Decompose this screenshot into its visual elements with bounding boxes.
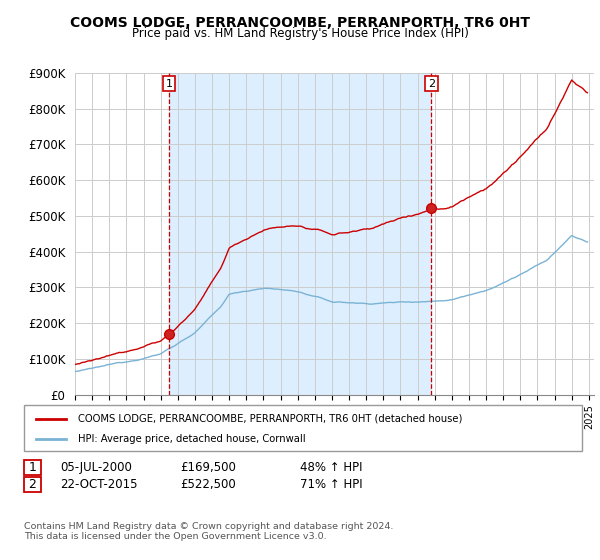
Text: COOMS LODGE, PERRANCOOMBE, PERRANPORTH, TR6 0HT: COOMS LODGE, PERRANCOOMBE, PERRANPORTH, … <box>70 16 530 30</box>
Text: 71% ↑ HPI: 71% ↑ HPI <box>300 478 362 491</box>
Text: £169,500: £169,500 <box>180 461 236 474</box>
Text: 48% ↑ HPI: 48% ↑ HPI <box>300 461 362 474</box>
Text: COOMS LODGE, PERRANCOOMBE, PERRANPORTH, TR6 0HT (detached house): COOMS LODGE, PERRANCOOMBE, PERRANPORTH, … <box>78 414 463 424</box>
Text: This data is licensed under the Open Government Licence v3.0.: This data is licensed under the Open Gov… <box>24 532 326 541</box>
Text: 05-JUL-2000: 05-JUL-2000 <box>60 461 132 474</box>
Text: 1: 1 <box>28 461 37 474</box>
Text: Contains HM Land Registry data © Crown copyright and database right 2024.: Contains HM Land Registry data © Crown c… <box>24 522 394 531</box>
Text: HPI: Average price, detached house, Cornwall: HPI: Average price, detached house, Corn… <box>78 435 305 444</box>
Text: 2: 2 <box>28 478 37 491</box>
Text: 1: 1 <box>166 78 173 88</box>
Text: £522,500: £522,500 <box>180 478 236 491</box>
Text: 2: 2 <box>428 78 435 88</box>
Text: Price paid vs. HM Land Registry's House Price Index (HPI): Price paid vs. HM Land Registry's House … <box>131 27 469 40</box>
Text: 22-OCT-2015: 22-OCT-2015 <box>60 478 137 491</box>
Bar <box>169 73 431 395</box>
